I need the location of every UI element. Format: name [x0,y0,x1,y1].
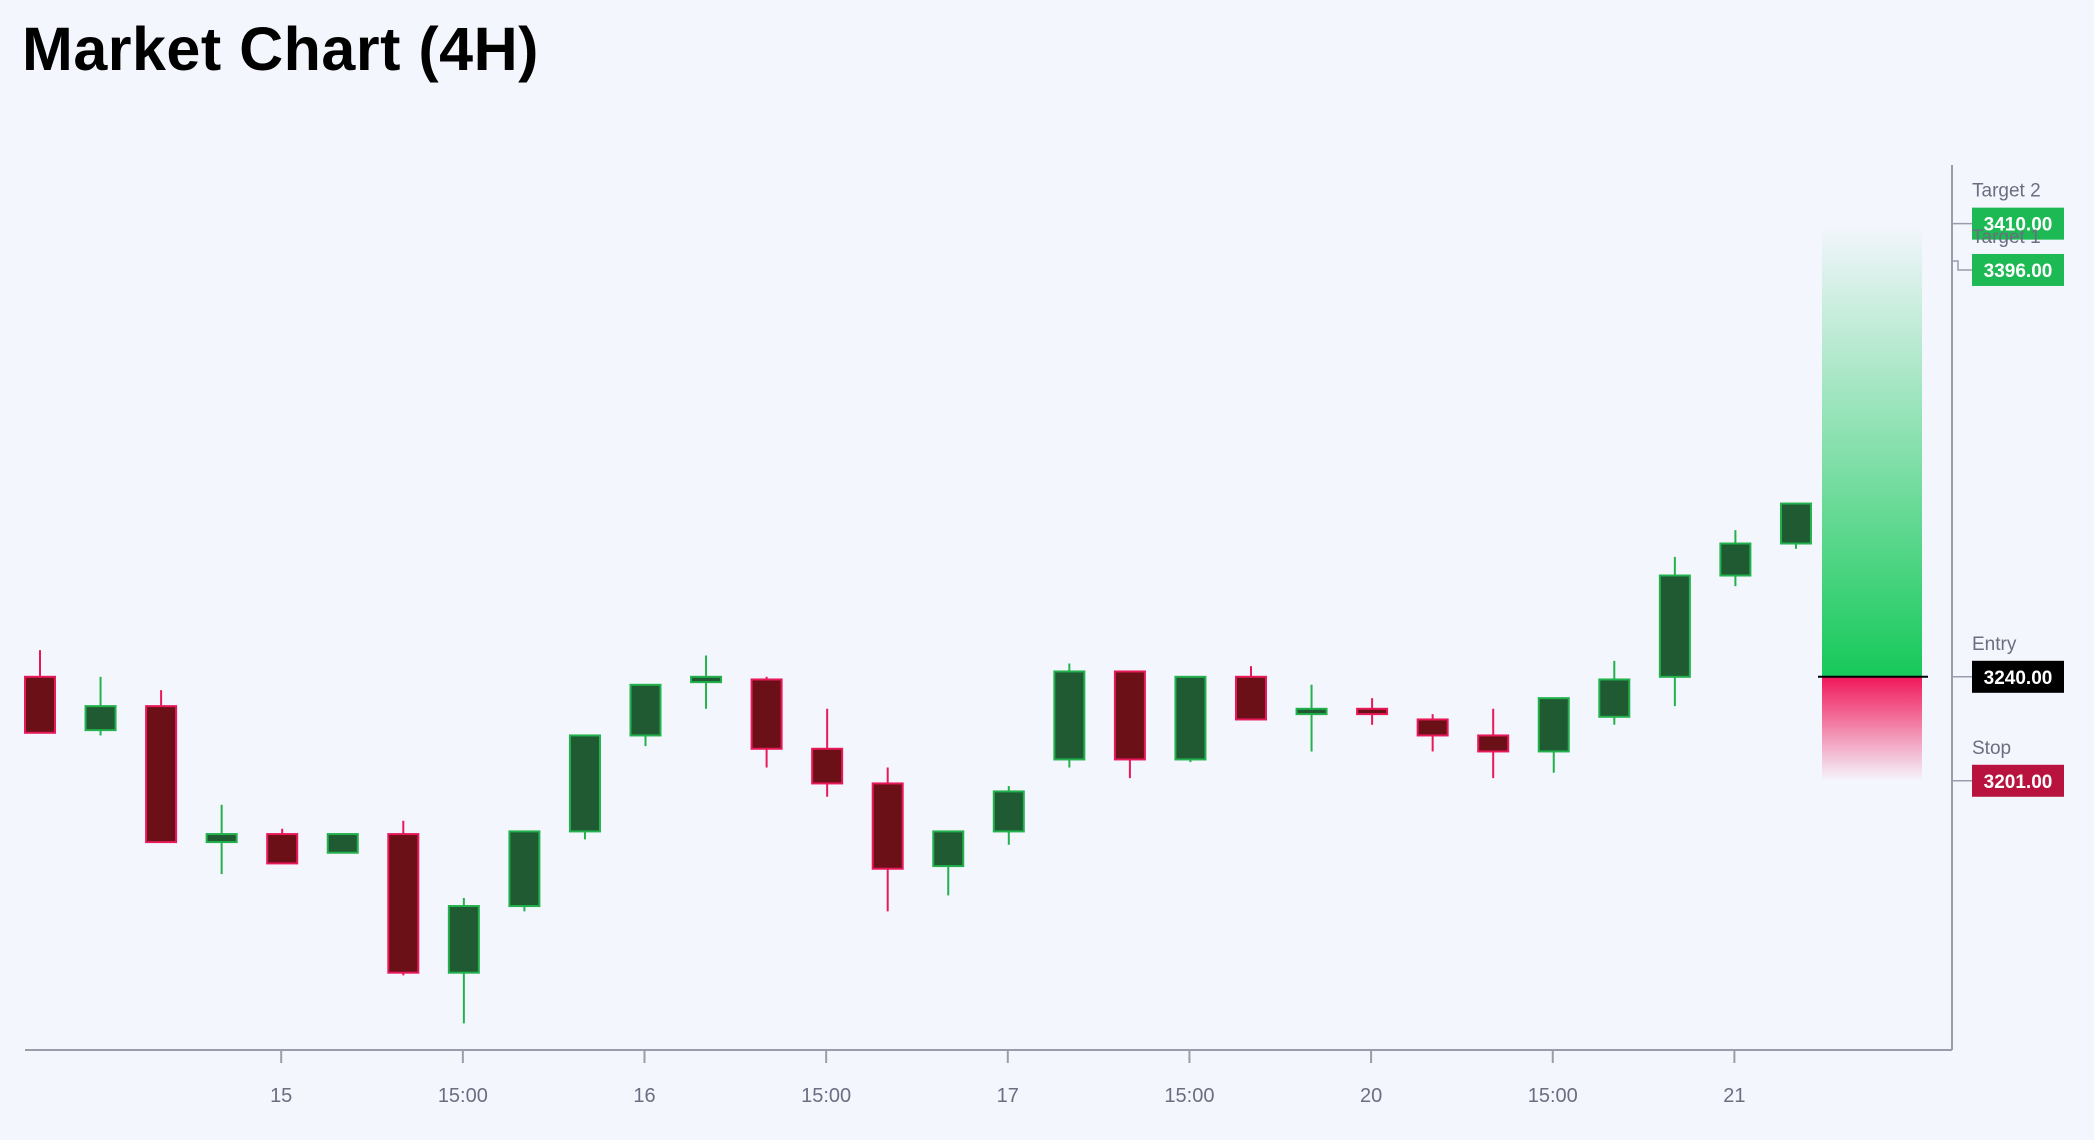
x-tick-label: 15:00 [1528,1085,1578,1107]
loss-zone [1822,676,1922,781]
candle-body[interactable] [1295,707,1328,716]
candle-body[interactable] [811,747,844,785]
price-tag-stop[interactable] [1972,764,2064,797]
candle-body[interactable] [84,705,117,732]
candle-body[interactable] [1416,718,1449,737]
candle-body[interactable] [24,675,56,734]
candle-body[interactable] [1235,675,1267,721]
candle-body[interactable] [871,782,904,870]
chart-title: Market Chart (4H) [22,15,539,83]
candle-body[interactable] [1719,542,1752,577]
candle-body[interactable] [1113,670,1146,761]
level-name-target-2: Target 2 [1972,181,2041,202]
price-tag-label: 3240.00 [1984,668,2053,689]
candle-body[interactable] [568,734,601,833]
candle-body[interactable] [447,905,480,974]
x-tick-label: 15:00 [1164,1085,1214,1107]
x-tick-label: 15:00 [801,1085,851,1107]
candle-body[interactable] [1598,678,1631,718]
candle-body[interactable] [629,683,662,737]
candle-body[interactable] [1477,734,1510,753]
x-tick-label: 16 [633,1085,655,1107]
candle-body[interactable] [205,833,238,844]
level-connector [1952,260,1972,271]
price-tag-target[interactable] [1972,207,2064,240]
level-name-entry: Entry [1972,634,2017,655]
candle-body[interactable] [690,675,723,684]
candle-body[interactable] [1537,697,1570,753]
x-tick-label: 21 [1723,1085,1745,1107]
axes-group: 15 15:00 16 15:00 17 15:00 20 15:00 21 [25,165,1953,1107]
level-name-target-1: Target 1 [1972,227,2041,248]
x-tick-label: 20 [1360,1085,1382,1107]
x-tick-label: 15 [270,1085,292,1107]
candle-body[interactable] [1658,574,1691,678]
level-name-stop: Stop [1972,738,2011,759]
candle-body[interactable] [750,678,783,750]
candle-body[interactable] [1356,707,1389,716]
candle-body[interactable] [1779,502,1812,545]
candle-body[interactable] [1174,675,1207,761]
price-tag-label: 3396.00 [1984,261,2053,282]
price-tag-label: 3410.00 [1984,215,2053,236]
candle-body[interactable] [387,833,420,974]
price-tag-target[interactable] [1972,253,2064,286]
candle-body[interactable] [266,833,299,865]
candle-body[interactable] [992,790,1025,833]
price-tag-entry[interactable] [1972,660,2064,693]
candle-body[interactable] [1053,670,1086,761]
candle-body[interactable] [145,705,178,844]
x-tick-label: 17 [997,1085,1019,1107]
candle-body[interactable] [508,830,541,908]
price-tag-label: 3201.00 [1984,772,2053,793]
trade-zones [1822,223,1922,781]
candle-body[interactable] [932,830,965,868]
x-tick-label: 15:00 [438,1085,488,1107]
candles-group [24,502,1812,1024]
candle-body[interactable] [326,833,359,854]
profit-zone [1822,223,1922,677]
